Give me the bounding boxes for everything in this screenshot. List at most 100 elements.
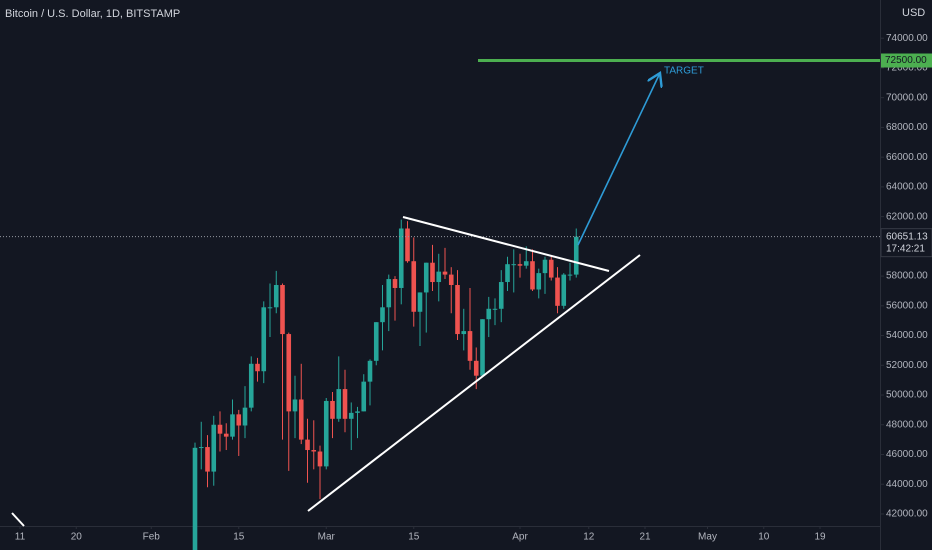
- candle-body: [342, 389, 348, 419]
- candle-body: [517, 264, 523, 266]
- y-tick-label: 72000.00: [886, 63, 928, 74]
- x-tick-label: May: [698, 532, 717, 543]
- candle-body: [255, 363, 260, 372]
- candle-body: [261, 307, 267, 372]
- candle-body: [311, 450, 317, 452]
- candle-body: [286, 334, 292, 412]
- x-tick-label: Feb: [143, 532, 161, 543]
- candle-body: [380, 307, 385, 323]
- annotation: TARGET: [664, 66, 704, 77]
- currency-label[interactable]: USD: [902, 7, 925, 19]
- y-tick-label: 54000.00: [886, 330, 928, 341]
- candle-body: [336, 389, 342, 419]
- candle-body: [192, 447, 198, 550]
- target-box: [881, 53, 932, 68]
- candle-body: [567, 274, 573, 276]
- candle-body: [423, 262, 429, 293]
- candle-body: [361, 381, 367, 412]
- y-tick-label: 74000.00: [886, 33, 928, 44]
- y-tick-label: 42000.00: [886, 509, 928, 520]
- candle-body: [561, 274, 567, 306]
- candle-body: [542, 259, 548, 274]
- candle-body: [505, 264, 510, 283]
- candle-body: [330, 400, 335, 419]
- candle-body: [442, 271, 448, 275]
- candle-body: [230, 414, 235, 437]
- candle-body: [198, 447, 204, 449]
- candle-body: [486, 308, 492, 320]
- candle-body: [323, 400, 329, 467]
- candle-body: [492, 308, 498, 310]
- candle-body: [280, 285, 285, 335]
- candle-body: [292, 399, 298, 412]
- trendline-old: [11, 512, 25, 527]
- candle-body: [523, 261, 529, 266]
- trendline-upper: [402, 216, 610, 272]
- candle-body: [236, 414, 242, 426]
- x-tick-label: Mar: [318, 532, 336, 543]
- y-tick-label: 46000.00: [886, 449, 928, 460]
- y-tick-label: 52000.00: [886, 360, 928, 371]
- x-tick-label: 15: [408, 532, 420, 543]
- candle-body: [317, 451, 323, 467]
- candle-body: [248, 363, 254, 408]
- x-tick-label: 11: [15, 532, 26, 543]
- candle-body: [392, 279, 398, 288]
- candle-body: [548, 259, 554, 278]
- candle-body: [355, 411, 360, 413]
- candle-body: [305, 439, 310, 451]
- candle-body: [573, 236, 579, 275]
- y-tick-label: 56000.00: [886, 300, 928, 311]
- target-label: 72500.00: [885, 55, 927, 66]
- candle-body: [386, 279, 392, 308]
- target-arrow: [577, 73, 660, 246]
- candle-body: [298, 399, 304, 440]
- candle-body: [461, 331, 467, 335]
- candle-body: [536, 273, 542, 290]
- candle-body: [398, 228, 404, 288]
- chart-title: Bitcoin / U.S. Dollar, 1D, BITSTAMP: [5, 8, 180, 20]
- x-tick-label: 12: [583, 532, 595, 543]
- candle-body: [267, 307, 273, 309]
- candle-body: [480, 319, 485, 376]
- y-tick-label: 68000.00: [886, 122, 928, 133]
- candle-body: [373, 322, 379, 361]
- candle-body: [223, 433, 229, 437]
- y-tick-label: 62000.00: [886, 211, 928, 222]
- candle-body: [273, 285, 279, 308]
- y-tick-label: 70000.00: [886, 92, 928, 103]
- x-tick-label: 21: [639, 532, 651, 543]
- candle-body: [448, 274, 454, 286]
- last-price-box: [880, 228, 932, 258]
- candle-body: [417, 292, 423, 312]
- candle-body: [405, 228, 410, 262]
- candle-body: [211, 424, 217, 472]
- candle-body: [467, 331, 473, 361]
- candle-body: [455, 285, 460, 335]
- y-tick-label: 66000.00: [886, 152, 928, 163]
- candle-body: [511, 264, 517, 266]
- y-tick-label: 64000.00: [886, 182, 928, 193]
- x-tick-label: 20: [71, 532, 83, 543]
- candle-body: [205, 447, 210, 472]
- candle-body: [436, 271, 442, 283]
- candle-body: [555, 277, 560, 306]
- y-tick-label: 44000.00: [886, 479, 928, 490]
- plot: [0, 59, 880, 550]
- x-tick-label: Apr: [512, 532, 528, 543]
- trendline-lower: [307, 254, 641, 512]
- x-tick-label: 10: [758, 532, 770, 543]
- candle-body: [217, 424, 223, 434]
- last-price-label: 60651.13: [886, 231, 928, 242]
- candle-body: [498, 282, 504, 309]
- candle-body: [411, 261, 417, 312]
- y-tick-label: 58000.00: [886, 271, 928, 282]
- x-tick-label: 19: [814, 532, 826, 543]
- y-tick-label: 50000.00: [886, 390, 928, 401]
- candle-body: [242, 407, 248, 426]
- candle-body: [430, 262, 435, 283]
- candle-body: [348, 412, 354, 419]
